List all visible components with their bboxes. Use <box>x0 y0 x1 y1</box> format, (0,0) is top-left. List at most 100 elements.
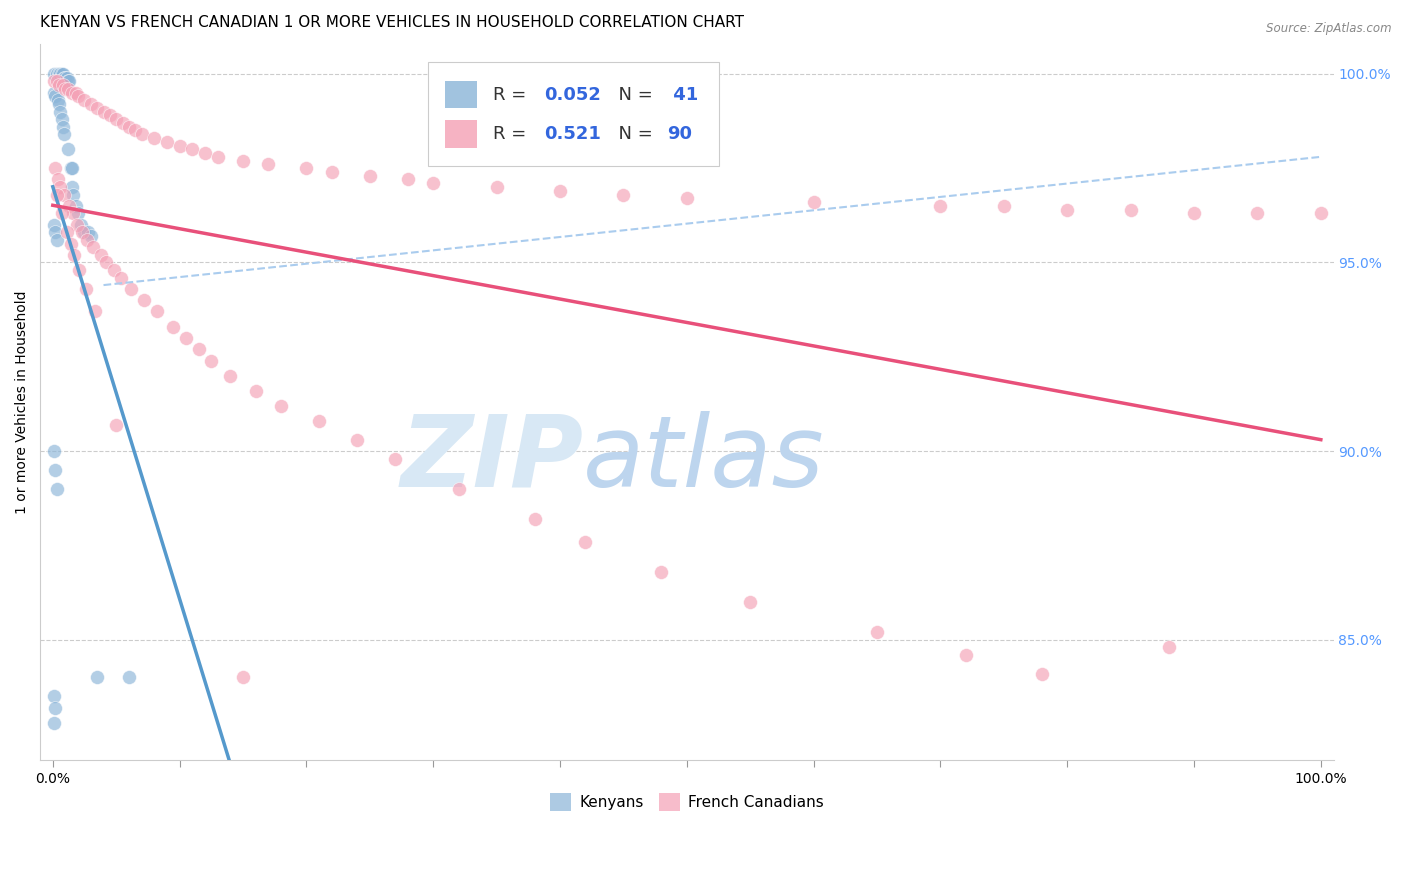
Point <box>156 135 179 149</box>
Point <box>86 670 108 684</box>
Point <box>65 199 87 213</box>
Text: Source: ZipAtlas.com: Source: ZipAtlas.com <box>1267 22 1392 36</box>
Text: atlas: atlas <box>583 411 825 508</box>
Point <box>270 399 292 413</box>
Point <box>169 138 191 153</box>
Point <box>67 263 90 277</box>
Point <box>523 512 546 526</box>
Point <box>42 715 65 730</box>
Point <box>447 482 470 496</box>
Point <box>58 74 80 88</box>
Point <box>42 74 65 88</box>
Point <box>42 67 65 81</box>
Point <box>257 157 280 171</box>
Point <box>94 255 117 269</box>
Point <box>1031 666 1053 681</box>
Text: R =: R = <box>492 86 531 103</box>
Text: R =: R = <box>492 125 531 143</box>
Point <box>58 199 80 213</box>
Point <box>44 225 66 239</box>
Point <box>120 282 142 296</box>
Point <box>51 67 73 81</box>
Point <box>70 225 93 239</box>
Text: ZIP: ZIP <box>401 411 583 508</box>
Point <box>51 112 73 127</box>
Point <box>67 206 90 220</box>
Point <box>82 240 104 254</box>
Point <box>56 74 79 88</box>
Text: N =: N = <box>606 86 658 103</box>
Point <box>675 191 697 205</box>
FancyBboxPatch shape <box>444 81 477 108</box>
Point <box>65 86 87 100</box>
Point <box>245 384 267 398</box>
Point <box>52 67 75 81</box>
Point <box>105 112 128 127</box>
Point <box>993 199 1015 213</box>
Point <box>45 482 67 496</box>
Text: 90: 90 <box>668 125 692 143</box>
Point <box>146 304 169 318</box>
Text: 0.052: 0.052 <box>544 86 602 103</box>
Point <box>803 195 825 210</box>
Point <box>187 342 209 356</box>
Point <box>485 180 508 194</box>
Point <box>1246 206 1268 220</box>
Point <box>44 463 66 477</box>
Point <box>44 161 66 176</box>
Point <box>955 648 977 662</box>
Point <box>42 690 65 704</box>
Point <box>321 165 343 179</box>
Point <box>60 180 83 194</box>
Point <box>48 67 70 81</box>
Point <box>548 184 571 198</box>
Point <box>42 86 65 100</box>
FancyBboxPatch shape <box>444 120 477 147</box>
Point <box>51 206 73 220</box>
Point <box>232 153 254 168</box>
Point <box>105 417 128 432</box>
Point <box>42 444 65 458</box>
FancyBboxPatch shape <box>429 62 718 166</box>
Point <box>181 142 204 156</box>
Point <box>86 101 108 115</box>
Point <box>143 131 166 145</box>
Point <box>131 127 153 141</box>
Point <box>194 146 217 161</box>
Point <box>46 172 69 186</box>
Point <box>346 433 368 447</box>
Point <box>55 70 77 85</box>
Text: KENYAN VS FRENCH CANADIAN 1 OR MORE VEHICLES IN HOUSEHOLD CORRELATION CHART: KENYAN VS FRENCH CANADIAN 1 OR MORE VEHI… <box>41 15 744 30</box>
Point <box>63 248 86 262</box>
Point <box>53 187 76 202</box>
Point <box>48 78 70 92</box>
Point <box>69 218 91 232</box>
Point <box>1056 202 1078 217</box>
Point <box>60 86 83 100</box>
Point <box>59 236 82 251</box>
Point <box>42 218 65 232</box>
Point <box>111 116 134 130</box>
Point <box>49 67 72 81</box>
Point <box>124 123 146 137</box>
Point <box>740 595 762 609</box>
Point <box>132 293 155 308</box>
Point <box>73 93 96 107</box>
Point <box>67 89 90 103</box>
Point <box>77 225 100 239</box>
Point <box>574 534 596 549</box>
Point <box>1119 202 1142 217</box>
Point <box>60 161 83 176</box>
Point <box>295 161 318 176</box>
Point <box>48 97 70 112</box>
Point <box>118 120 141 134</box>
Point <box>45 233 67 247</box>
Point <box>90 248 112 262</box>
Point <box>232 670 254 684</box>
Point <box>929 199 952 213</box>
Text: N =: N = <box>606 125 658 143</box>
Y-axis label: 1 or more Vehicles in Household: 1 or more Vehicles in Household <box>15 290 30 514</box>
Point <box>174 331 197 345</box>
Point <box>49 104 72 119</box>
Point <box>93 104 115 119</box>
